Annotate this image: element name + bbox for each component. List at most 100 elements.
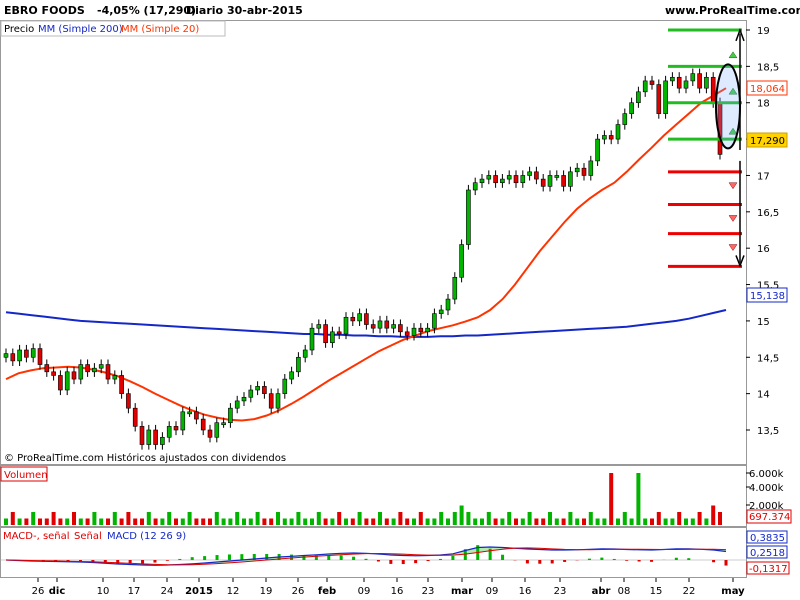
- volume-bar: [228, 518, 233, 525]
- volume-bar: [85, 518, 90, 525]
- volume-bar: [282, 518, 287, 525]
- volume-bar: [432, 518, 437, 525]
- volume-bar: [316, 512, 321, 525]
- volume-bar: [248, 518, 253, 525]
- volume-bar: [582, 518, 586, 525]
- green-arrow-marker: [728, 51, 738, 59]
- candle-body: [153, 429, 158, 445]
- volume-bar: [548, 512, 552, 525]
- volume-bar: [78, 518, 83, 525]
- candle-body: [445, 298, 451, 311]
- candle-body: [194, 411, 199, 420]
- ticker-title: EBRO FOODS: [4, 4, 85, 17]
- candle-body: [656, 84, 662, 114]
- candle-body: [466, 189, 471, 245]
- candle-body: [343, 316, 349, 335]
- volume-bar: [500, 518, 505, 525]
- macd-histogram-bar: [612, 558, 616, 560]
- y-tick-label: 16: [757, 244, 770, 255]
- volume-bar: [323, 518, 328, 525]
- ma20-badge-bg: [746, 80, 788, 96]
- volume-bar: [167, 512, 172, 525]
- candle-body: [112, 375, 118, 380]
- x-tick-label: 09: [486, 586, 499, 597]
- green-arrow-marker: [728, 87, 738, 95]
- candle-body: [697, 73, 702, 89]
- candle-body: [289, 371, 294, 380]
- macd-histogram-bar: [165, 560, 169, 561]
- last-badge: 17,290: [750, 136, 785, 147]
- y-tick-label: 14: [757, 390, 770, 401]
- x-tick-label: may: [721, 586, 745, 597]
- macd-histogram-bar: [389, 560, 393, 564]
- volume-label: Volumen: [4, 470, 48, 481]
- volume-bar: [174, 518, 178, 525]
- candle-body: [690, 73, 696, 82]
- candle-body: [37, 348, 43, 365]
- volume-bar: [153, 518, 158, 525]
- volume-bar: [350, 518, 355, 525]
- candle-body: [228, 407, 233, 424]
- macd-plot: [1, 545, 746, 566]
- volume-bar: [296, 512, 301, 525]
- candle-body: [255, 386, 260, 391]
- volume-bar: [119, 518, 124, 525]
- candle-body: [316, 324, 322, 329]
- green-arrow-marker: [728, 127, 738, 135]
- candle-body: [364, 313, 369, 325]
- candle-body: [622, 113, 628, 125]
- volume-bar: [486, 512, 491, 525]
- macd-histogram-bar: [488, 548, 492, 560]
- volume-bar: [616, 518, 620, 525]
- macd-histogram-bar: [252, 554, 256, 560]
- volume-bar: [405, 518, 410, 525]
- macd-histogram-bar: [240, 554, 244, 560]
- candle-body: [296, 356, 301, 373]
- candle-body: [438, 309, 444, 314]
- down-arrow-head: [735, 255, 745, 268]
- volume-bar: [58, 518, 63, 525]
- volume-bar: [446, 518, 450, 525]
- volume-bar: [527, 512, 532, 525]
- macd-histogram-bar: [128, 560, 132, 564]
- volume-bar: [684, 518, 688, 525]
- candle-body: [187, 411, 192, 415]
- red-arrow-marker: [728, 244, 738, 251]
- volume-bar: [180, 518, 185, 525]
- volume-bar: [514, 518, 518, 525]
- candle-body: [472, 182, 478, 191]
- candle-body: [350, 316, 356, 322]
- volume-current-bg: [746, 509, 792, 524]
- candle-body: [459, 244, 464, 278]
- candle-body: [132, 407, 138, 427]
- y-tick-label: 15: [757, 317, 770, 328]
- volume-label-box: [0, 466, 48, 482]
- macd-histogram-bar: [141, 560, 145, 564]
- macd-histogram-bar: [587, 558, 591, 560]
- macd-val1-bg: [746, 530, 788, 544]
- candle-body: [207, 429, 213, 438]
- macd-histogram-bar: [538, 560, 542, 564]
- candle-body: [58, 375, 63, 391]
- volume-bar: [208, 518, 212, 525]
- volume-bar: [44, 518, 49, 525]
- moving-averages: [5, 87, 727, 422]
- x-tick-label: 2015: [185, 586, 213, 597]
- volume-bar: [92, 512, 97, 525]
- x-tick-label: 10: [97, 586, 110, 597]
- volume-bar: [609, 473, 614, 525]
- candle-body: [588, 160, 594, 176]
- volume-bar: [650, 518, 654, 525]
- candle-body: [602, 135, 607, 140]
- y-tick-label: 19: [757, 26, 770, 37]
- legend-ma20: MM (Simple 20): [121, 24, 199, 35]
- volume-bar: [554, 518, 559, 525]
- volume-bar: [38, 518, 42, 525]
- macd-histogram-bar: [501, 554, 505, 560]
- candle-body: [126, 393, 131, 409]
- candle-body: [309, 327, 315, 351]
- x-tick-label: 24: [161, 586, 174, 597]
- volume-bar: [337, 512, 342, 525]
- x-tick-label: 08: [618, 586, 631, 597]
- candle-body: [425, 327, 430, 333]
